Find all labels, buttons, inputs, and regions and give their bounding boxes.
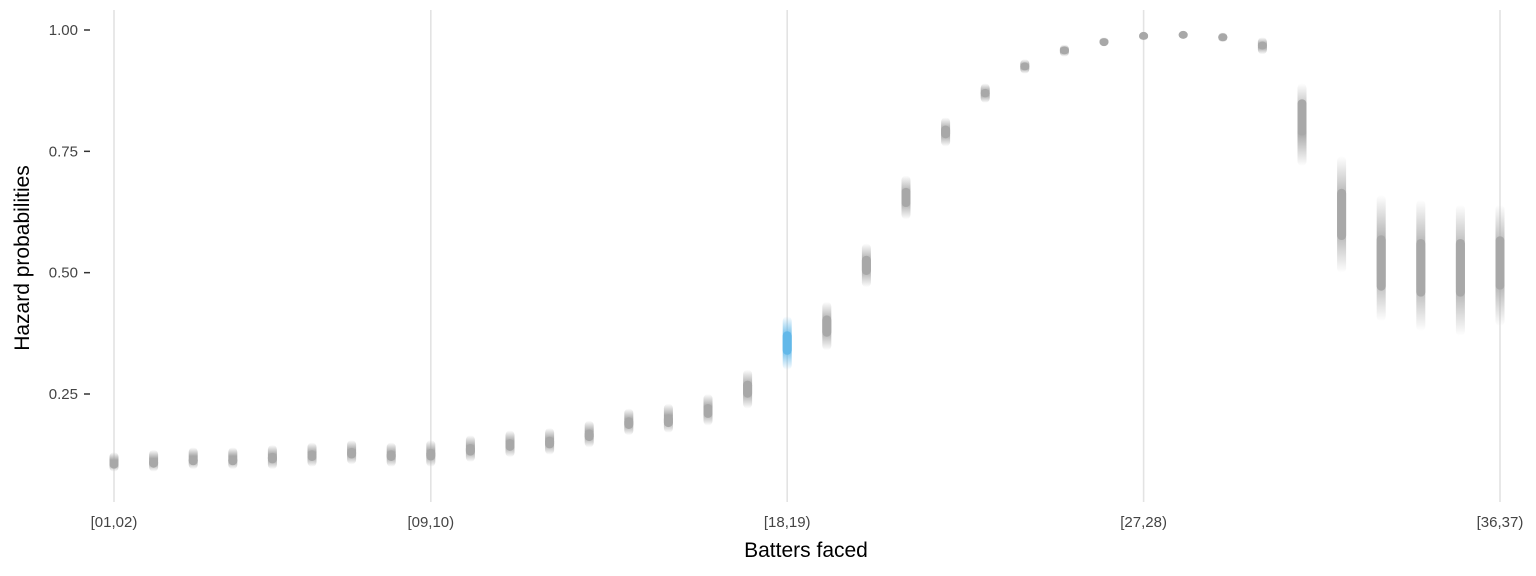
x-tick-label: [01,02) <box>91 514 138 531</box>
data-point-core <box>347 447 357 459</box>
y-tick-label: 0.25 <box>49 386 78 403</box>
data-point-core <box>743 380 753 398</box>
data-point-core <box>584 429 594 442</box>
y-tick-label: 0.50 <box>49 265 78 282</box>
data-point-core <box>1416 238 1426 297</box>
y-axis-title: Hazard probabilities <box>11 165 34 351</box>
data-point-core <box>188 455 198 466</box>
data-point-core <box>663 414 673 428</box>
x-tick-label: [18,19) <box>764 514 811 531</box>
data-point-core <box>426 448 436 461</box>
data-point-core <box>822 315 832 337</box>
data-point-core <box>1178 30 1188 39</box>
data-point-core <box>307 450 317 461</box>
data-point-core <box>1020 62 1030 71</box>
data-point-core <box>1099 38 1109 47</box>
data-point-core <box>861 255 871 275</box>
data-point-core <box>941 125 951 139</box>
data-point-core <box>505 439 515 451</box>
data-point-core <box>1139 31 1149 40</box>
data-point-core <box>1059 46 1069 55</box>
x-tick-label: [36,37) <box>1477 514 1524 531</box>
data-point-core <box>1455 238 1465 297</box>
grid-layer <box>113 10 1501 502</box>
data-point-core <box>901 187 911 208</box>
y-tick-label: 0.75 <box>49 143 78 160</box>
y-axis: 0.25 0.50 0.75 1.00 <box>49 22 90 403</box>
data-point-core <box>624 417 634 429</box>
x-axis-title: Batters faced <box>744 539 868 562</box>
data-points <box>109 30 1505 472</box>
data-point-core <box>1218 33 1228 42</box>
data-point-core <box>109 460 119 469</box>
x-tick-label: [27,28) <box>1120 514 1167 531</box>
highlighted-data-point-core <box>782 331 792 355</box>
x-axis: [01,02) [09,10) [18,19) [27,28) [36,37) <box>91 514 1524 531</box>
y-tick-label: 1.00 <box>49 22 78 39</box>
data-point-core <box>703 404 713 418</box>
data-point-core <box>465 443 475 456</box>
data-point-core <box>228 455 238 466</box>
data-point-core <box>1257 41 1267 50</box>
x-tick-label: [09,10) <box>407 514 454 531</box>
data-point-core <box>267 452 277 464</box>
data-point-core <box>1337 188 1347 241</box>
data-point-core <box>386 450 396 461</box>
data-point-core <box>1376 235 1386 291</box>
data-point-core <box>980 88 990 98</box>
data-point-core <box>1297 99 1307 136</box>
data-point-core <box>545 436 555 449</box>
data-point-core <box>149 458 159 468</box>
data-point-core <box>1495 236 1505 290</box>
